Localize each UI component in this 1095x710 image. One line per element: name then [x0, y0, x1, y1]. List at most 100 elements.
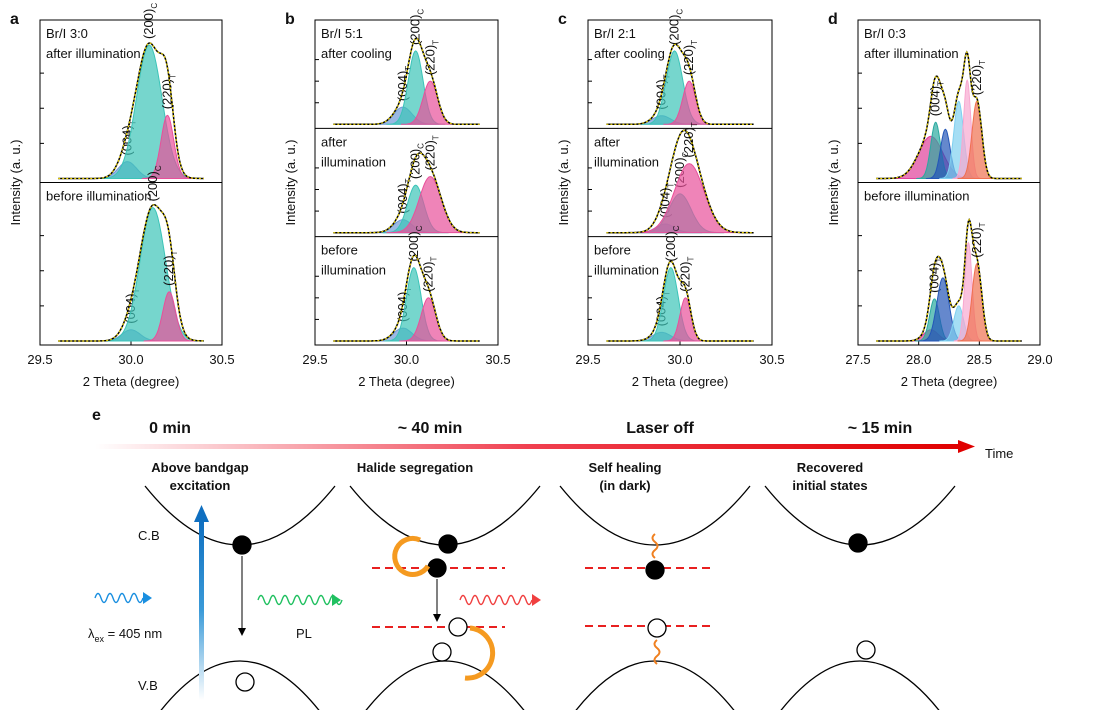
peak-phase: C: [150, 3, 159, 9]
subplot-label: before: [594, 243, 631, 258]
x-tick-label: 29.5: [27, 352, 52, 367]
x-tick-label: 30.0: [667, 352, 692, 367]
panel-letter: b: [285, 11, 295, 28]
subplot-label: before: [321, 243, 358, 258]
peak-name: (220): [681, 45, 696, 75]
x-tick-label: 29.5: [302, 352, 327, 367]
photon-wave: [95, 594, 143, 603]
fit-peak: [98, 45, 200, 179]
subplot-label: illumination: [321, 263, 386, 278]
x-tick-label: 28.5: [967, 352, 992, 367]
peak-phase: T: [687, 256, 696, 261]
time-arrow-shaft: [95, 444, 960, 449]
photon-head: [532, 594, 541, 606]
peak-phase: T: [429, 256, 438, 261]
peak-label: (004)T: [928, 81, 946, 116]
stage-title: initial states: [792, 478, 867, 493]
time-label: Time: [985, 446, 1013, 461]
peak-name: (200): [141, 9, 156, 39]
hole: [433, 643, 451, 661]
valence-band: [555, 661, 755, 710]
peak-label: (220)T: [678, 256, 696, 291]
electron: [233, 536, 251, 554]
peak-phase: T: [978, 222, 987, 227]
x-tick-label: 29.5: [575, 352, 600, 367]
hole: [236, 673, 254, 691]
excitation-arrow: [199, 520, 204, 700]
panel-letter: a: [10, 11, 19, 28]
time-arrow-head: [958, 440, 975, 453]
subplot-label: illumination: [594, 154, 659, 169]
arrow-head: [238, 628, 246, 636]
lambda-sub: ex: [95, 634, 105, 644]
subplot-label: Br/I 0:3: [864, 26, 906, 41]
peak-label: (220)T: [159, 74, 177, 109]
peak-phase: C: [672, 225, 681, 231]
peak-phase: C: [417, 9, 426, 15]
photon-wave: [258, 596, 342, 605]
electron: [849, 534, 867, 552]
peak-name: (200): [145, 171, 160, 201]
photon-wave: [460, 596, 532, 605]
peak-phase: C: [154, 165, 163, 171]
subplot-label: Br/I 5:1: [321, 26, 363, 41]
hole: [648, 619, 666, 637]
timeline-label: Laser off: [626, 420, 694, 437]
stage-title: excitation: [170, 478, 231, 493]
subplot-label: before illumination: [46, 189, 152, 204]
peak-name: (220): [681, 127, 696, 157]
figure: a Intensity (a. u.) 2 Theta (degree) 29.5 30…: [0, 0, 1095, 710]
x-tick-label: 30.5: [485, 352, 510, 367]
peak-name: (200): [666, 15, 681, 45]
vb-label: V.B: [138, 678, 158, 693]
electron: [439, 535, 457, 553]
x-tick-label: 30.5: [209, 352, 234, 367]
x-axis-label: 2 Theta (degree): [358, 374, 455, 389]
valence-band: [345, 661, 545, 710]
peak-name: (200): [408, 15, 423, 45]
stage-title: (in dark): [599, 478, 650, 493]
peak-name: (200): [663, 231, 678, 261]
peak-phase: T: [431, 40, 440, 45]
electron: [428, 559, 446, 577]
peak-label: (200)C: [141, 3, 159, 39]
x-axis-label: 2 Theta (degree): [83, 374, 180, 389]
peak-label: (220)T: [422, 135, 440, 170]
x-tick-label: 28.0: [906, 352, 931, 367]
peak-label: (200)C: [666, 9, 684, 45]
subplot-label: before illumination: [864, 189, 970, 204]
hole: [857, 641, 875, 659]
subplot-label: Br/I 2:1: [594, 26, 636, 41]
valence-band: [760, 661, 960, 710]
x-tick-label: 27.5: [845, 352, 870, 367]
healing-squiggle: [653, 534, 658, 558]
peak-phase: T: [690, 122, 699, 127]
peak-phase: T: [978, 60, 987, 65]
fit-peak: [102, 208, 204, 342]
hole: [449, 618, 467, 636]
subplot-label: after illumination: [46, 46, 141, 61]
peak-label: (200)C: [408, 9, 426, 45]
arrow-head: [433, 614, 441, 622]
subplot-label: Br/I 3:0: [46, 26, 88, 41]
stage-title: Self healing: [589, 460, 662, 475]
migration-arrow: [395, 538, 428, 574]
timeline-label: ~ 40 min: [398, 420, 462, 437]
x-tick-label: 30.0: [394, 352, 419, 367]
wavelength: = 405 nm: [104, 626, 162, 641]
peak-label: (220)T: [161, 250, 179, 285]
conduction-band: [560, 486, 750, 545]
stage-title: Recovered: [797, 460, 864, 475]
x-tick-label: 29.0: [1027, 352, 1052, 367]
panel-letter: e: [92, 407, 101, 424]
y-axis-label: Intensity (a. u.): [826, 140, 841, 226]
subplot-label: after: [594, 134, 621, 149]
photon-head: [143, 592, 152, 604]
subplot-label: illumination: [594, 263, 659, 278]
panel-letter: c: [558, 11, 567, 28]
peak-phase: T: [431, 135, 440, 140]
peak-phase: C: [415, 225, 424, 231]
peak-phase: T: [690, 40, 699, 45]
electron: [646, 561, 664, 579]
subplot-label: after cooling: [594, 46, 665, 61]
